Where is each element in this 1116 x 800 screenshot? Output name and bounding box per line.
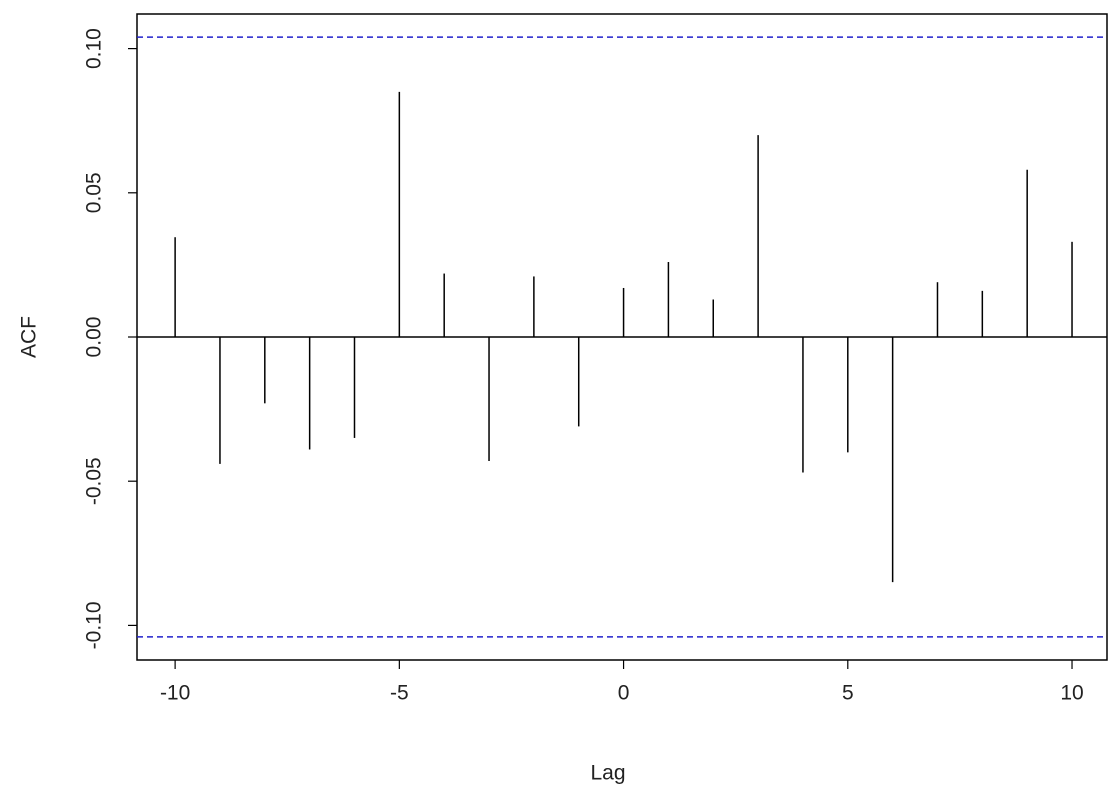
x-tick-label: -10	[160, 682, 190, 705]
x-axis-label: Lag	[590, 762, 625, 785]
y-axis-label: ACF	[18, 316, 41, 358]
x-tick-label: 10	[1060, 682, 1083, 705]
y-tick-label: -0.10	[83, 601, 106, 649]
y-tick-label: 0.05	[83, 172, 106, 213]
x-tick-label: 0	[618, 682, 630, 705]
y-tick-label: 0.00	[83, 317, 106, 358]
x-tick-label: -5	[390, 682, 409, 705]
x-tick-label: 5	[842, 682, 854, 705]
y-tick-label: -0.05	[83, 457, 106, 505]
y-tick-label: 0.10	[83, 28, 106, 69]
